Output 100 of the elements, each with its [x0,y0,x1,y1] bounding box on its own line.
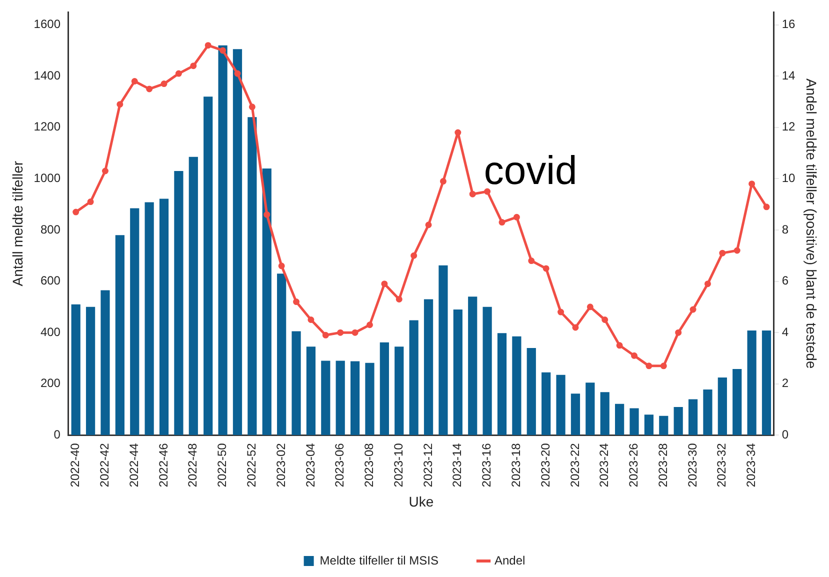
point [425,222,432,228]
bar [644,414,654,436]
y-tick-label: 1000 [34,171,61,186]
y2-axis-title: Andel meldte tilfeller (positive) blant de testede [804,78,820,369]
point [498,219,506,226]
bar [674,406,683,436]
x-tick-label: 2023-12 [420,442,435,488]
bar [277,274,286,436]
bar [100,290,110,436]
bar [570,394,580,436]
point [734,247,740,254]
bar [762,330,772,436]
bar [188,156,198,436]
point [204,42,212,49]
y2-tick-label: 6 [782,274,789,288]
x-tick-label: 2022-44 [126,442,141,488]
point [116,101,124,108]
y2-tick-label: 16 [782,17,796,32]
point [675,329,682,336]
x-tick-label: 2022-46 [156,442,170,488]
y-tick-label: 800 [40,222,61,236]
bar [71,304,80,436]
x-tick-label: 2023-18 [509,442,524,488]
bar [438,265,448,436]
bar [630,408,639,436]
bar [394,346,404,436]
point [586,304,594,310]
x-tick-label: 2023-06 [332,442,347,488]
point [366,322,373,328]
bar [615,404,624,436]
bar [174,171,184,436]
x-tick-label: 2023-22 [568,442,582,488]
x-tick-label: 2023-24 [597,442,612,488]
bar [130,208,140,436]
bar [556,374,566,436]
bar [468,296,478,436]
y-tick-label: 0 [54,427,61,442]
point [220,47,226,54]
point [248,104,256,110]
bar [512,336,522,436]
point [410,252,418,259]
x-tick-label: 2023-02 [274,442,288,488]
point [190,62,197,70]
x-tick-label: 2023-16 [480,442,494,488]
point [484,188,491,195]
point [469,190,476,198]
point [146,86,153,92]
x-tick-label: 2023-20 [538,442,552,488]
x-tick-label: 2023-32 [714,442,729,488]
point [175,70,182,77]
point [690,306,696,313]
bar [115,235,124,436]
y2-tick-label: 8 [782,222,789,236]
y-tick-label: 1400 [34,68,61,82]
bar [144,202,154,436]
bar [365,362,374,436]
point [160,80,168,88]
point [72,208,80,216]
bar [453,309,462,436]
bar [262,168,272,436]
bar [86,306,96,436]
point [264,211,270,218]
point [572,324,579,331]
bar [659,416,668,436]
bar [380,342,389,436]
bar [409,320,418,436]
point [602,316,608,324]
bar [497,333,507,436]
point [278,262,285,270]
bar [306,346,316,436]
x-tick-label: 2023-10 [391,442,406,488]
bar [218,45,228,436]
y2-tick-label: 2 [782,376,789,390]
x-tick-label: 2023-08 [362,442,376,488]
point [337,329,344,336]
x-tick-label: 2023-30 [685,442,700,488]
point [631,352,638,359]
y2-tick-label: 10 [782,171,796,186]
y2-tick-label: 4 [782,324,789,339]
point [454,129,462,136]
x-tick-label: 2022-40 [68,442,82,488]
point [396,296,402,302]
bar [350,361,360,436]
bar [159,198,169,436]
bar [703,390,712,436]
point [748,180,756,188]
point [542,265,550,272]
y2-tick-label: 0 [782,427,789,442]
bar [542,372,551,436]
point [322,332,329,338]
bar [204,96,213,436]
bar [424,299,434,436]
bar [248,117,257,436]
x-tick-label: 2022-48 [186,442,200,488]
point [293,298,300,306]
x-tick-label: 2023-14 [450,442,464,488]
bar [321,360,330,436]
bar [232,49,242,436]
point [308,316,314,324]
point [381,280,388,288]
